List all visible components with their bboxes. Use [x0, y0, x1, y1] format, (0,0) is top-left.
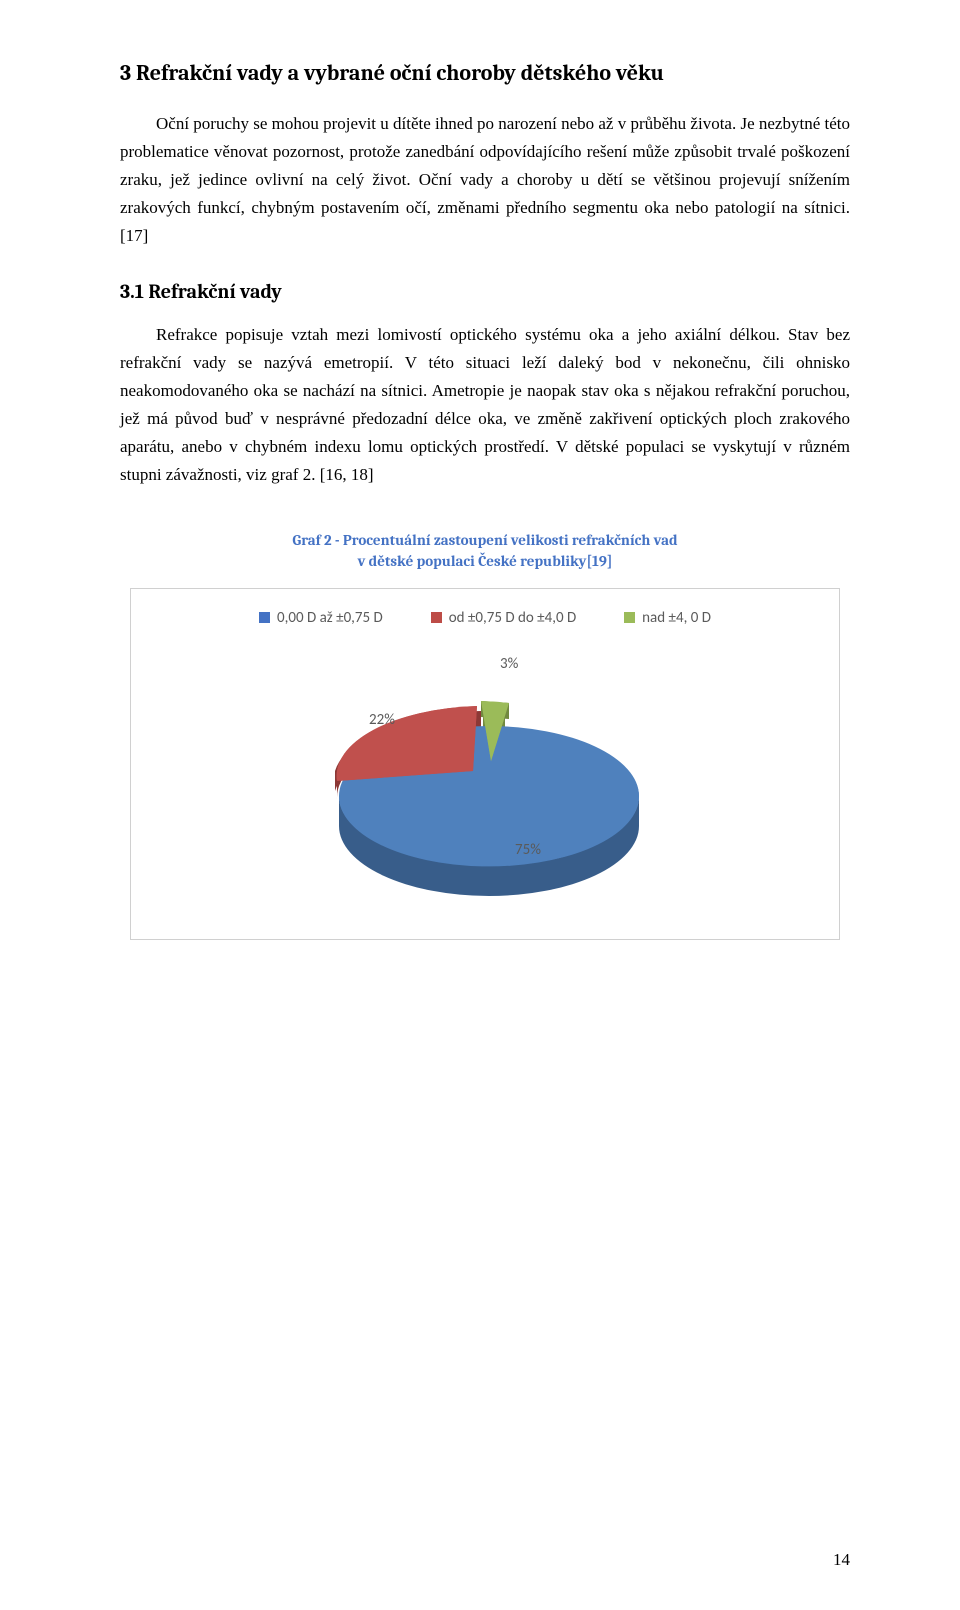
slice-label-22pct: 22%	[369, 711, 395, 729]
body-paragraph-2: Refrakce popisuje vztah mezi lomivostí o…	[120, 321, 850, 489]
chart-title: Graf 2 - Procentuální zastoupení velikos…	[120, 530, 850, 572]
legend-label: nad ±4, 0 D	[642, 609, 711, 627]
legend-swatch	[431, 612, 442, 623]
chart-title-line-2: v dětské populaci České republiky[19]	[358, 552, 613, 570]
pie-chart: 3% 22% 75%	[295, 651, 675, 911]
legend-item: 0,00 D až ±0,75 D	[259, 609, 383, 627]
section-heading: 3 Refrakční vady a vybrané oční choroby …	[120, 60, 850, 86]
slice-label-3pct: 3%	[500, 655, 518, 673]
legend-label: od ±0,75 D do ±4,0 D	[449, 609, 576, 627]
legend-swatch	[259, 612, 270, 623]
legend-item: od ±0,75 D do ±4,0 D	[431, 609, 576, 627]
legend-swatch	[624, 612, 635, 623]
legend-item: nad ±4, 0 D	[624, 609, 711, 627]
pie-chart-svg	[295, 651, 675, 911]
chart-container: 0,00 D až ±0,75 D od ±0,75 D do ±4,0 D n…	[130, 588, 840, 940]
pie-top-red-2	[337, 706, 477, 781]
slice-label-75pct: 75%	[515, 841, 541, 859]
chart-legend: 0,00 D až ±0,75 D od ±0,75 D do ±4,0 D n…	[155, 609, 815, 627]
body-paragraph-1: Oční poruchy se mohou projevit u dítěte …	[120, 110, 850, 250]
subsection-heading: 3.1 Refrakční vady	[120, 280, 850, 303]
legend-label: 0,00 D až ±0,75 D	[277, 609, 383, 627]
page-number: 14	[833, 1550, 850, 1570]
chart-title-line-1: Graf 2 - Procentuální zastoupení velikos…	[292, 531, 677, 549]
